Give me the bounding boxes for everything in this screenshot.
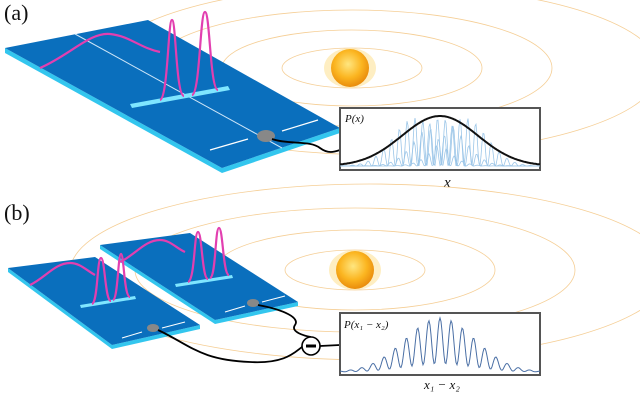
panel-label: (b) xyxy=(4,200,30,225)
y-label: P(x₁ − x₂) xyxy=(343,319,389,331)
panel-b: (b) P(x₁ − x₂) x₁ − x₂ xyxy=(4,184,640,392)
x-label: x₁ − x₂ xyxy=(423,377,460,392)
page: {"panel_a": {"label": "(a)", "inset": {"… xyxy=(0,0,640,398)
x-label: x xyxy=(443,175,451,191)
minus-sign xyxy=(306,345,316,348)
star xyxy=(331,49,369,87)
inset-box xyxy=(340,108,540,170)
panel-a: (a) P(x) x xyxy=(4,0,640,191)
panel-label: (a) xyxy=(4,0,28,25)
wire xyxy=(158,330,302,362)
wire xyxy=(320,345,340,346)
figure: (a) P(x) x xyxy=(0,0,640,398)
sensor xyxy=(147,324,159,332)
sensor xyxy=(257,130,275,142)
y-label: P(x) xyxy=(344,113,364,125)
star xyxy=(336,251,374,289)
sensor xyxy=(247,299,259,307)
